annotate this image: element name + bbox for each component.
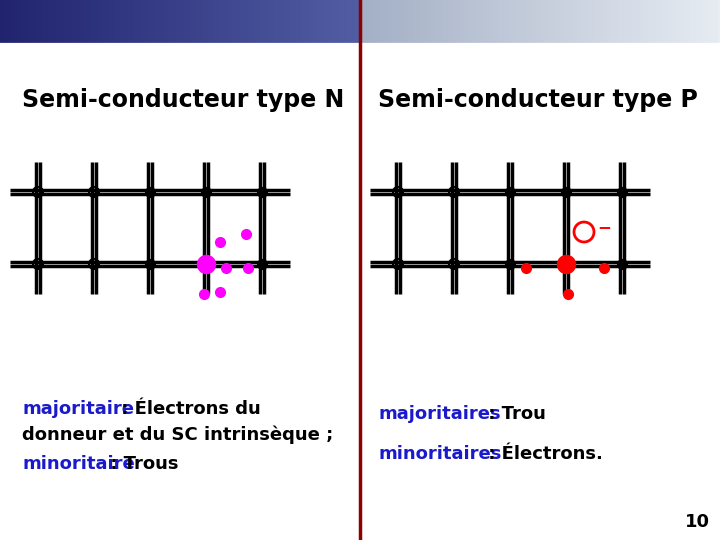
Text: : Trous: : Trous — [104, 455, 179, 473]
Text: : Électrons du: : Électrons du — [115, 400, 261, 418]
Text: majoritaire: majoritaire — [22, 400, 134, 418]
Text: minoritaires: minoritaires — [378, 445, 501, 463]
Text: 10: 10 — [685, 513, 709, 531]
Text: Semi-conducteur type N: Semi-conducteur type N — [22, 88, 344, 112]
Text: : Trou: : Trou — [482, 405, 546, 423]
Text: donneur et du SC intrinsèque ;: donneur et du SC intrinsèque ; — [22, 425, 333, 443]
Text: minoritaire: minoritaire — [22, 455, 135, 473]
Text: majoritaires: majoritaires — [378, 405, 500, 423]
Text: −: − — [597, 218, 611, 236]
Text: Semi-conducteur type P: Semi-conducteur type P — [378, 88, 698, 112]
Text: : Électrons.: : Électrons. — [482, 445, 603, 463]
